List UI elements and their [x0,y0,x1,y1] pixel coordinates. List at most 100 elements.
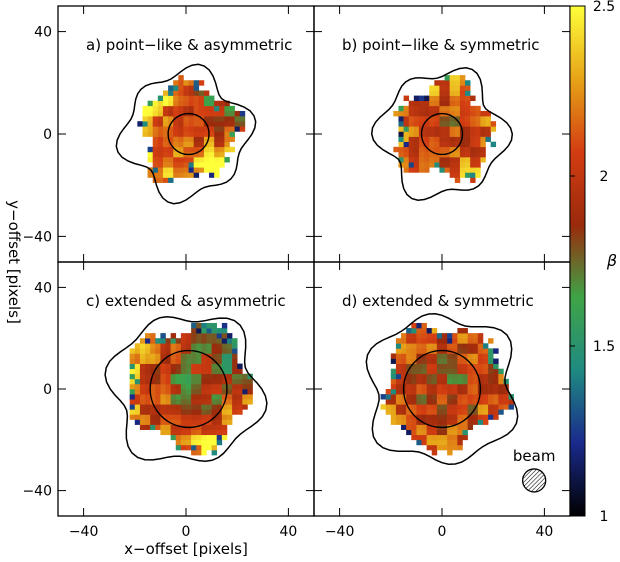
beta-pixel [411,434,417,441]
beta-pixel [183,105,189,112]
beta-pixel [462,333,468,339]
beta-pixel [129,409,136,415]
beta-pixel [191,383,197,390]
beta-pixel [454,95,461,102]
beta-pixel [162,157,169,163]
beta-pixel [147,151,154,158]
beta-pixel [493,348,499,354]
beta-pixel [398,121,404,127]
beta-pixel [498,409,504,415]
beta-pixel [426,373,433,380]
beta-pixel [203,162,210,168]
beta-pixel [411,383,417,390]
beta-pixel [465,100,471,107]
beta-pixel [429,121,435,127]
beta-pixel [168,177,174,183]
beta-pixel [493,399,499,405]
beta-pixel [183,85,189,91]
beta-pixel [472,373,479,380]
beta-pixel [406,409,412,415]
beta-pixel [198,95,205,102]
beta-pixel [186,358,192,364]
beta-pixel [170,389,177,395]
beta-pixel [216,368,223,375]
beta-pixel [454,85,461,91]
beta-pixel [482,343,489,349]
beta-pixel [206,368,212,375]
outer-contour [104,316,268,462]
beta-pixel [206,444,212,451]
beta-pixel [175,434,182,441]
beta-pixel [193,131,200,137]
beta-pixel [173,100,179,107]
beta-pixel [178,85,184,91]
beta-pixel [180,429,187,436]
beta-pixel [444,95,450,102]
beta-pixel [459,75,466,81]
beta-pixel [139,399,146,405]
beta-pixel [429,116,435,122]
beta-pixel [401,343,407,349]
x-tick-label: −40 [69,524,99,540]
beta-pixel [452,338,458,344]
beta-pixel [201,439,207,446]
beta-pixel [201,358,207,364]
beta-pixel [488,414,494,420]
beta-pixel [201,424,207,430]
beta-pixel [416,409,422,415]
beta-pixel [196,328,202,334]
beta-pixel [431,363,438,370]
beta-pixel [221,409,228,415]
beta-pixel [191,333,197,339]
beta-pixel [211,363,218,370]
beta-pixel [457,439,463,446]
beta-pixel [232,348,238,354]
beta-pixel [203,131,210,137]
beta-pixel [431,338,438,344]
beta-pixel [221,348,228,354]
beta-pixel [406,429,412,436]
beta-pixel [209,162,215,168]
beta-pixel [162,167,169,173]
beta-pixel [145,338,151,344]
beta-pixel [459,121,466,127]
beta-pixel [209,136,215,142]
beta-pixel [406,373,412,380]
beta-pixel [150,378,156,385]
beta-pixel [421,338,427,344]
beta-pixel [203,136,210,142]
beta-pixel [206,404,212,410]
beta-pixel [221,378,228,385]
beta-pixel [459,90,466,96]
beta-pixel [442,404,448,410]
y-tick-label: −40 [22,484,52,500]
beta-pixel [459,95,466,102]
beta-pixel [162,100,169,107]
beta-pixel [439,157,445,163]
y-tick-label: −40 [22,229,52,245]
beta-pixel [175,338,182,344]
beta-pixel [196,383,202,390]
beta-pixel [211,353,218,359]
beta-pixel [173,131,179,137]
beta-pixel [426,404,433,410]
beta-pixel [454,116,461,122]
beta-pixel [467,419,474,425]
beta-pixel [173,116,179,122]
beta-pixel [408,136,415,142]
beta-pixel [447,399,453,405]
beta-pixel [173,162,179,168]
beta-pixel [459,116,466,122]
aperture-circle [167,112,210,156]
beta-pixel [173,136,179,142]
beta-pixel [206,439,212,446]
beta-pixel [168,131,174,137]
beta-pixel [129,363,136,370]
beta-pixel [454,126,461,132]
colorbar-gradient [569,5,586,517]
beta-pixel [139,419,146,425]
beta-pixel [139,383,146,390]
beta-pixel [418,141,425,148]
beta-pixel [216,378,223,385]
beta-pixel [226,363,233,370]
